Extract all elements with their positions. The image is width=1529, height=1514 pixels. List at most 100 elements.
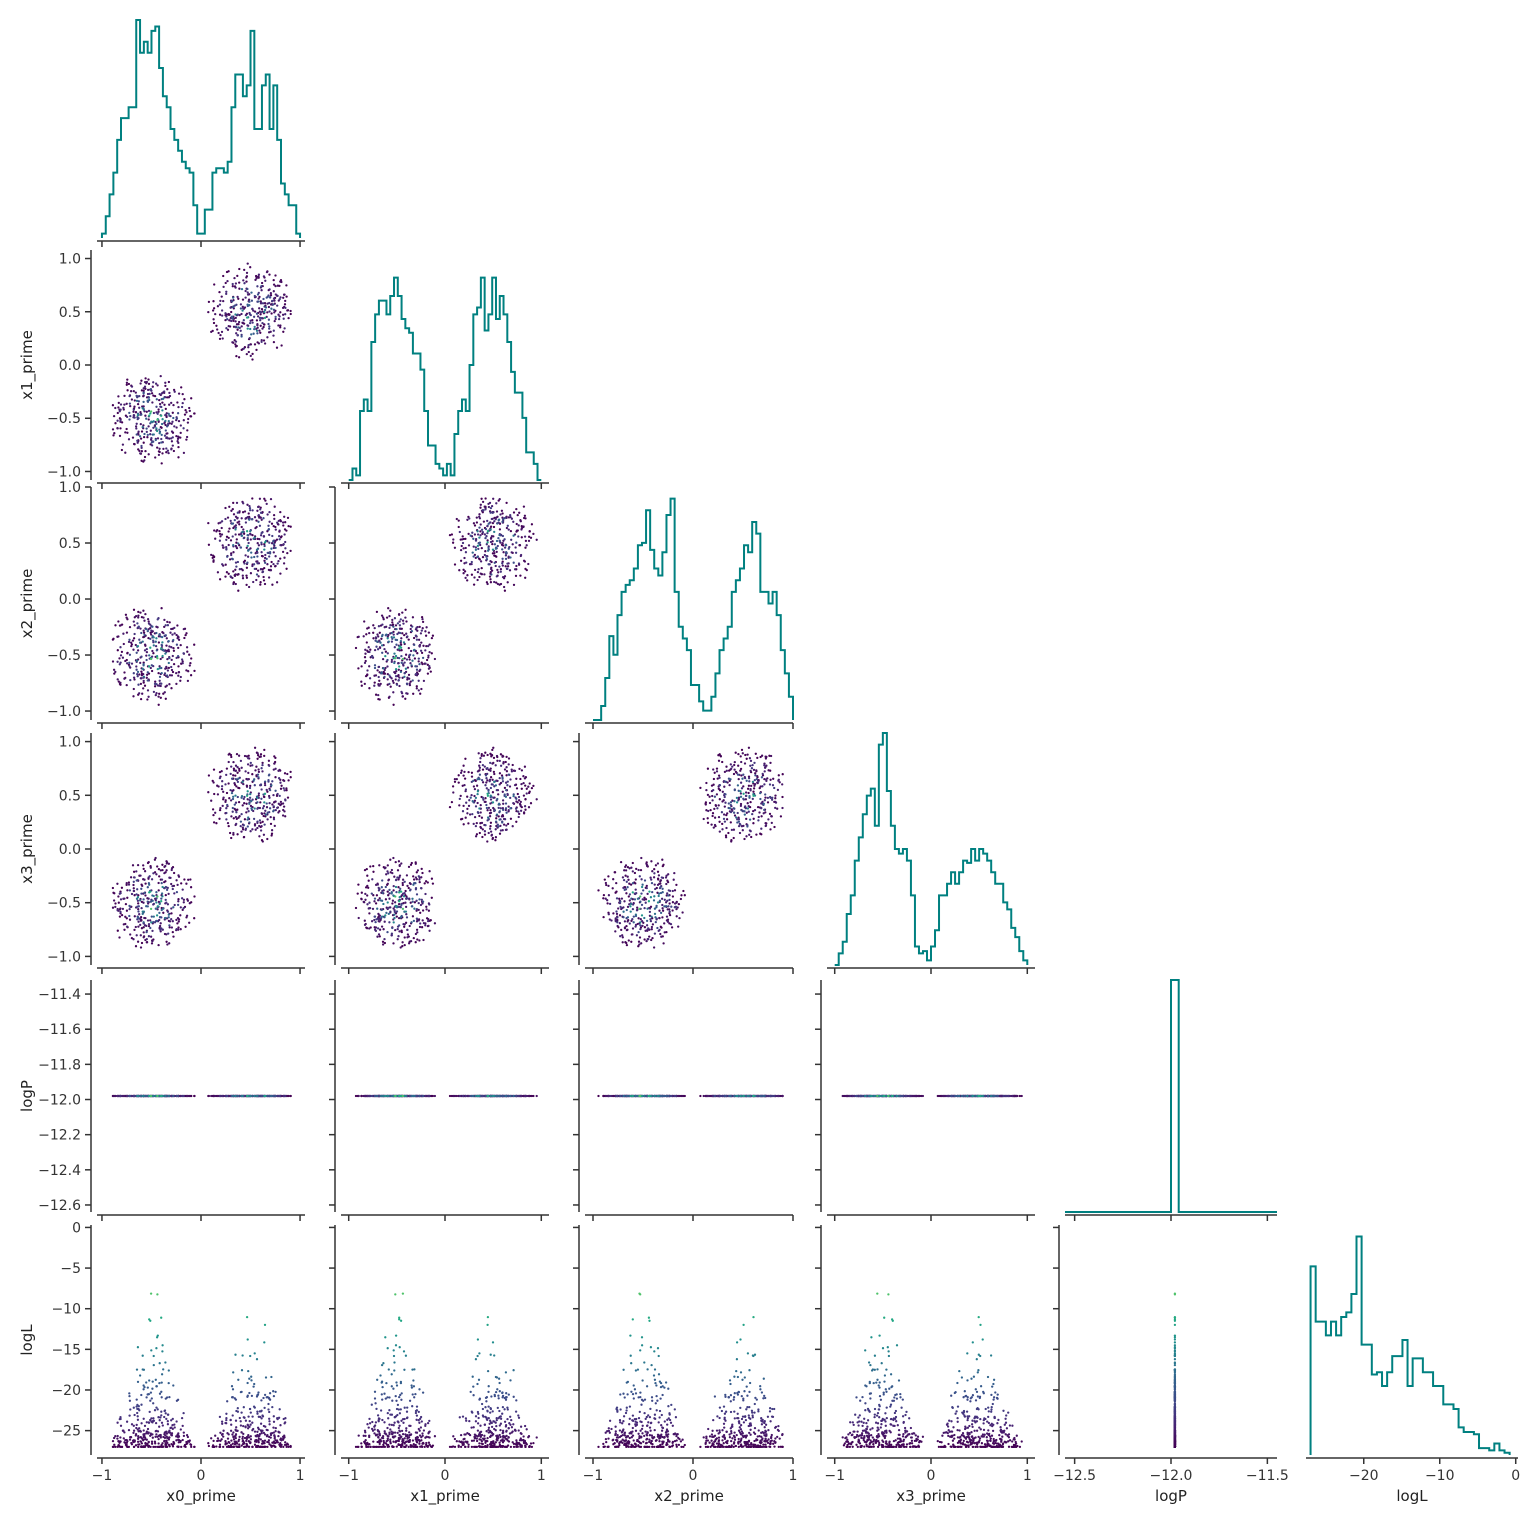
data-point	[160, 892, 164, 895]
data-point	[507, 805, 510, 808]
data-point	[134, 411, 138, 414]
data-point	[498, 497, 501, 501]
data-point	[238, 267, 241, 271]
data-point	[266, 837, 269, 841]
data-point	[247, 298, 251, 301]
data-point	[137, 683, 140, 686]
data-point	[113, 672, 116, 675]
data-point	[458, 804, 461, 807]
data-point	[499, 582, 503, 586]
data-point	[139, 915, 143, 919]
data-point	[259, 755, 262, 758]
data-point	[218, 303, 222, 306]
data-point	[372, 631, 375, 634]
data-point	[492, 746, 495, 749]
data-point	[152, 411, 156, 415]
data-point	[505, 501, 508, 505]
data-point	[429, 670, 432, 673]
data-point	[651, 936, 654, 940]
data-point	[173, 632, 176, 635]
data-point	[378, 698, 381, 701]
data-point	[679, 897, 683, 901]
data-point	[111, 404, 115, 407]
data-point	[515, 787, 519, 790]
data-point	[509, 807, 512, 810]
data-point	[729, 778, 732, 781]
data-point	[129, 933, 132, 936]
data-point	[246, 778, 249, 781]
data-point	[149, 429, 152, 432]
data-point	[387, 879, 390, 882]
data-point	[405, 895, 408, 898]
data-point	[153, 685, 157, 688]
data-point	[278, 794, 281, 798]
data-point	[746, 802, 749, 805]
data-point	[381, 889, 384, 893]
data-point	[277, 313, 280, 316]
data-point	[261, 327, 264, 330]
data-point	[176, 916, 180, 920]
data-point	[530, 786, 534, 790]
data-point	[740, 748, 744, 752]
data-point	[168, 924, 171, 927]
data-point	[157, 889, 160, 892]
data-point	[627, 939, 630, 942]
data-point	[179, 436, 182, 439]
data-point	[179, 928, 182, 931]
data-point	[509, 556, 512, 559]
data-point	[661, 887, 664, 890]
data-point	[391, 679, 395, 683]
data-point	[274, 317, 277, 321]
data-point	[370, 655, 373, 658]
data-point	[286, 772, 289, 776]
data-point	[659, 879, 663, 882]
data-point	[426, 663, 429, 666]
data-point	[486, 531, 489, 535]
data-point	[739, 755, 742, 758]
data-point	[226, 279, 229, 283]
data-point	[138, 913, 141, 916]
data-point	[749, 769, 752, 773]
data-point	[234, 313, 237, 316]
data-point	[428, 664, 431, 668]
data-point	[265, 315, 268, 319]
data-point	[214, 1094, 217, 1098]
data-point	[428, 650, 431, 654]
data-point	[489, 830, 493, 833]
data-point	[166, 624, 170, 627]
data-point	[265, 502, 268, 506]
data-point	[251, 307, 254, 311]
data-point	[239, 303, 243, 306]
data-point	[501, 808, 505, 812]
data-point	[132, 887, 135, 890]
data-point	[167, 916, 170, 919]
data-point	[535, 538, 538, 541]
data-point	[413, 643, 416, 647]
data-point	[252, 315, 256, 318]
data-point	[251, 773, 254, 776]
data-point	[401, 657, 405, 661]
data-point	[665, 930, 668, 934]
data-point	[631, 882, 635, 885]
data-point	[373, 900, 376, 903]
data-point	[251, 497, 254, 500]
data-point	[388, 897, 391, 900]
data-point	[735, 796, 739, 800]
data-point	[403, 672, 406, 675]
data-point	[670, 905, 673, 908]
data-point	[635, 891, 638, 895]
data-point	[625, 928, 629, 932]
data-point	[173, 425, 176, 428]
data-point	[222, 796, 225, 799]
data-point	[230, 522, 234, 525]
data-point	[659, 911, 663, 915]
data-point	[159, 922, 162, 925]
data-point	[477, 557, 481, 560]
data-point	[172, 416, 175, 420]
data-point	[523, 514, 527, 517]
data-point	[466, 795, 469, 798]
data-point	[259, 568, 263, 571]
data-point	[424, 880, 428, 883]
data-point	[157, 695, 160, 698]
data-point	[140, 459, 143, 462]
